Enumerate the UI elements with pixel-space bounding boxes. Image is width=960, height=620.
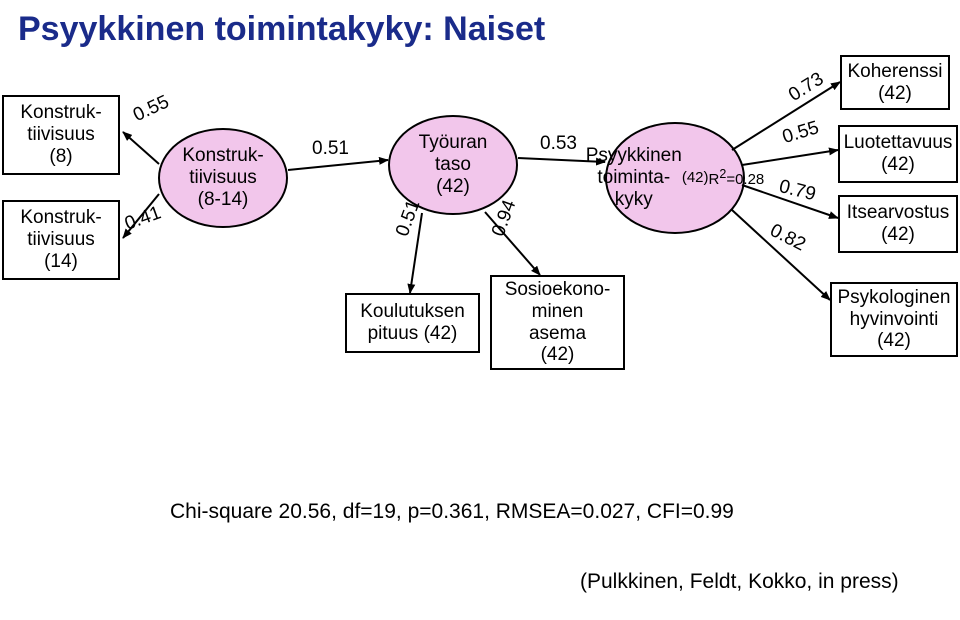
edge-arrow [742,150,838,165]
node-konstruktiivisuus-8: Konstruk-tiivisuus(8) [2,95,120,175]
node-psykologinen-hyvinvointi: Psykologinenhyvinvointi(42) [830,282,958,357]
node-itsearvostus: Itsearvostus(42) [838,195,958,253]
edge-label: 0.73 [785,68,828,106]
diagram-stage: Psyykkinen toimintakyky: Naiset Konstruk… [0,0,960,620]
node-konstruktiivisuus-8-14: Konstruk-tiivisuus(8-14) [158,128,288,228]
edge-label: 0.51 [312,138,349,160]
node-psyykkinen-toimintakyky: Psyykkinentoiminta-kyky(42)R2=0.28 [605,122,745,234]
edge-label: 0.53 [540,133,577,155]
edge-label: 0.55 [130,91,173,127]
edge-label: 0.41 [122,202,164,235]
node-koherenssi: Koherenssi(42) [840,55,950,110]
node-koulutuksen-pituus: Koulutuksenpituus (42) [345,293,480,353]
footer-citation: (Pulkkinen, Feldt, Kokko, in press) [580,570,899,594]
edge-label: 0.79 [777,176,818,206]
edge-label: 0.55 [780,117,822,149]
node-sosioekonominen-asema: Sosioekono-minenasema(42) [490,275,625,370]
node-luotettavuus: Luotettavuus(42) [838,125,958,183]
node-konstruktiivisuus-14: Konstruk-tiivisuus(14) [2,200,120,280]
edge-label: 0.51 [392,197,425,239]
page-title: Psyykkinen toimintakyky: Naiset [18,10,545,49]
footer-fit-stats: Chi-square 20.56, df=19, p=0.361, RMSEA=… [170,500,734,524]
edge-label: 0.82 [766,220,809,256]
edge-arrow [123,132,159,164]
edge-arrow [288,160,388,170]
